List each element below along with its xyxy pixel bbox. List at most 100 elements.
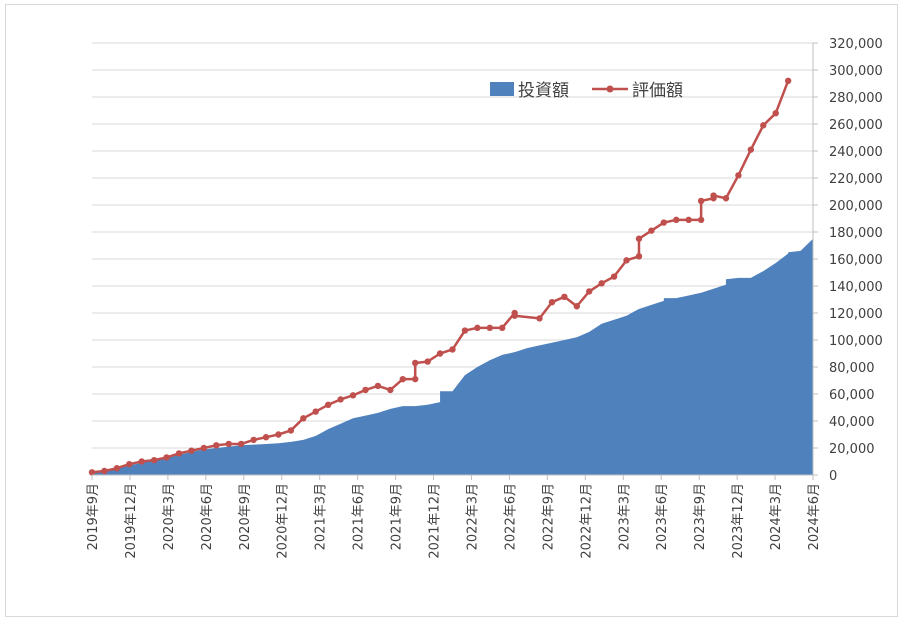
y-tick-label: 280,000: [829, 91, 883, 106]
valuation-point: [387, 386, 394, 394]
valuation-point: [747, 146, 755, 153]
valuation-point: [200, 444, 208, 452]
valuation-point: [673, 216, 680, 224]
x-tick-label: 2024年3月: [769, 483, 784, 550]
x-tick-label: 2021年3月: [314, 483, 329, 550]
x-tick-label: 2019年9月: [86, 483, 101, 550]
valuation-point: [188, 447, 195, 454]
valuation-point: [262, 434, 270, 441]
valuation-point: [499, 324, 506, 332]
x-tick-label: 2020年3月: [162, 483, 177, 550]
valuation-point: [287, 427, 295, 434]
valuation-point: [424, 358, 431, 365]
x-tick-label: 2023年3月: [617, 483, 632, 550]
valuation-point: [586, 288, 593, 295]
valuation-line-series: [88, 77, 792, 476]
y-tick-label: 20,000: [829, 442, 875, 457]
valuation-point: [573, 303, 581, 310]
valuation-point: [548, 299, 556, 306]
y-tick-label: 300,000: [829, 64, 883, 79]
valuation-point: [138, 458, 145, 465]
valuation-point: [461, 327, 469, 334]
x-tick-label: 2020年12月: [276, 483, 291, 559]
x-tick-label: 2021年12月: [428, 483, 443, 559]
valuation-point: [175, 450, 183, 457]
valuation-point: [610, 273, 618, 280]
x-tick-label: 2021年6月: [352, 483, 367, 550]
y-tick-label: 260,000: [829, 118, 883, 133]
valuation-point: [760, 122, 767, 129]
valuation-point: [374, 382, 382, 390]
x-tick-label: 2021年9月: [390, 483, 405, 550]
valuation-point: [349, 392, 357, 399]
valuation-point: [237, 440, 245, 448]
x-tick-label: 2024年6月: [807, 483, 822, 550]
y-tick-label: 180,000: [829, 226, 883, 241]
valuation-point: [772, 110, 779, 117]
x-tick-label: 2023年9月: [693, 483, 708, 550]
investment-area-series: [92, 238, 813, 475]
x-tick-label: 2019年12月: [124, 483, 139, 559]
legend: 投資額 評価額: [490, 81, 683, 101]
y-tick-label: 240,000: [829, 145, 883, 160]
valuation-point: [536, 315, 543, 322]
y-tick-label: 140,000: [829, 280, 883, 295]
valuation-point: [635, 253, 643, 260]
x-axis-ticks: 2019年9月 2019年12月 2020年3月 2020年6月 2020年9月 2020…: [86, 475, 822, 559]
valuation-point: [412, 375, 419, 383]
valuation-point: [150, 456, 158, 464]
valuation-point: [163, 454, 170, 461]
legend-label-valuation: 評価額: [632, 81, 683, 101]
valuation-point: [399, 375, 406, 383]
valuation-point: [225, 440, 232, 448]
investment-area: [92, 238, 813, 475]
y-tick-label: 40,000: [829, 415, 875, 430]
x-tick-label: 2023年12月: [731, 483, 746, 559]
x-tick-label: 2020年6月: [200, 483, 215, 550]
valuation-point: [623, 257, 630, 264]
valuation-point: [436, 350, 444, 357]
valuation-point: [735, 172, 742, 179]
valuation-point: [324, 401, 332, 408]
valuation-point: [300, 415, 307, 422]
valuation-point: [88, 469, 96, 476]
valuation-point: [660, 219, 668, 226]
valuation-point: [685, 216, 692, 224]
valuation-point: [561, 293, 568, 300]
legend-swatch-valuation-marker: [606, 85, 614, 93]
x-tick-label: 2022年12月: [579, 483, 594, 559]
y-axis-ticks: 0 20,000 40,000 60,000 80,000 100,000 120,000 1…: [813, 37, 883, 484]
y-tick-label: 100,000: [829, 334, 883, 349]
valuation-point: [449, 346, 456, 353]
valuation-point: [710, 192, 717, 199]
valuation-point: [635, 235, 643, 242]
valuation-point: [101, 467, 108, 475]
valuation-point: [312, 408, 319, 415]
x-tick-label: 2023年6月: [655, 483, 670, 550]
valuation-point: [598, 280, 605, 287]
valuation-point: [697, 197, 705, 205]
x-tick-label: 2022年6月: [503, 483, 518, 550]
valuation-point: [337, 396, 344, 403]
valuation-point: [648, 227, 655, 234]
valuation-point: [722, 195, 730, 202]
x-tick-label: 2022年9月: [541, 483, 556, 550]
valuation-point: [275, 431, 282, 438]
x-tick-label: 2020年9月: [238, 483, 253, 550]
x-tick-label: 2022年3月: [465, 483, 480, 550]
y-tick-label: 220,000: [829, 172, 883, 187]
valuation-point: [511, 312, 518, 319]
valuation-point: [213, 442, 220, 449]
valuation-point: [113, 465, 121, 472]
valuation-point: [250, 436, 257, 444]
y-tick-label: 160,000: [829, 253, 883, 268]
valuation-point: [362, 386, 369, 394]
valuation-point: [412, 359, 419, 367]
valuation-point: [126, 461, 133, 468]
y-tick-label: 60,000: [829, 388, 875, 403]
y-tick-label: 320,000: [829, 37, 883, 52]
valuation-point: [474, 324, 481, 332]
y-tick-label: 200,000: [829, 199, 883, 214]
legend-swatch-investment: [490, 82, 514, 96]
